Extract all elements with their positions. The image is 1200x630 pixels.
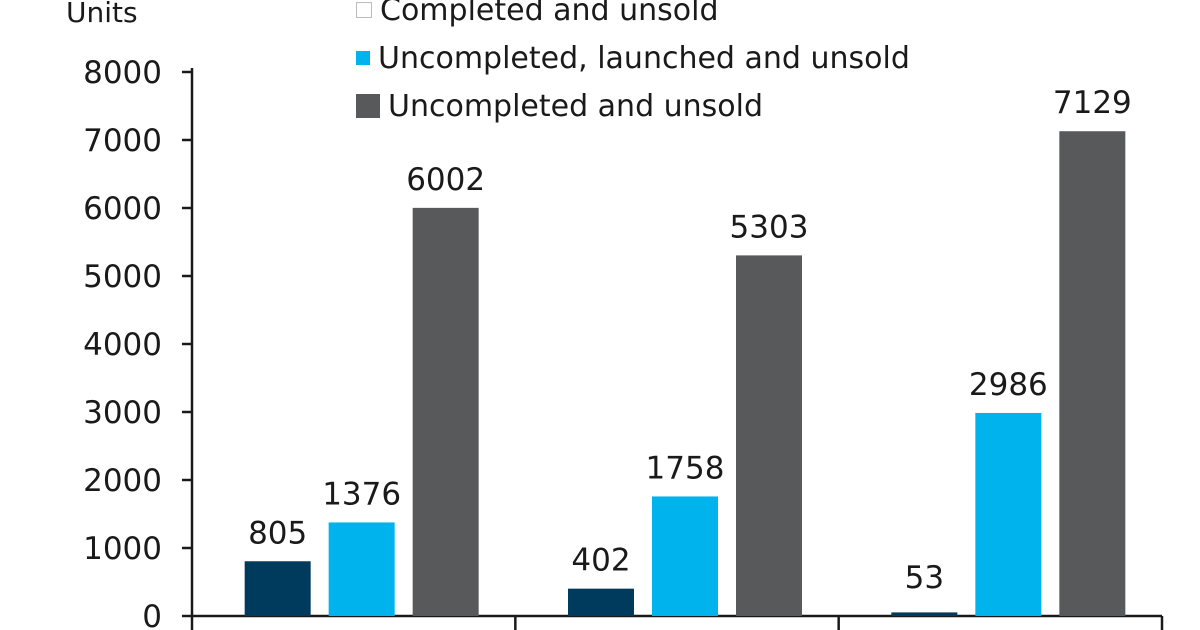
bar-value-label-1-1: 1758	[646, 450, 725, 486]
y-tick-label-5: 5000	[83, 259, 162, 295]
bar-value-label-0-1: 402	[571, 543, 630, 579]
bar-2-2	[1059, 131, 1126, 616]
y-tick-label-0: 0	[142, 599, 162, 630]
bar-1-2	[975, 412, 1042, 616]
y-tick-label-8: 8000	[83, 55, 162, 91]
bar-0-1	[568, 588, 634, 616]
legend-swatch-uncompleted-unsold	[356, 94, 380, 118]
y-tick-label-7: 7000	[83, 123, 162, 159]
legend-label-uncompleted-unsold: Uncompleted and unsold	[388, 88, 764, 124]
bar-0-0	[244, 561, 311, 616]
y-axis-label: Units	[66, 0, 138, 29]
legend-item-uncompleted-unsold: Uncompleted and unsold	[356, 82, 910, 130]
bar-value-label-2-2: 7129	[1053, 85, 1132, 121]
legend-item-launched-unsold: Uncompleted, launched and unsold	[356, 34, 910, 82]
bar-0-2	[891, 612, 958, 616]
y-tick-label-3: 3000	[83, 395, 162, 431]
bar-1-0	[328, 522, 395, 616]
legend-item-completed-unsold: Completed and unsold	[356, 0, 910, 34]
bar-2-1	[736, 255, 802, 616]
bar-1-1	[652, 496, 718, 616]
legend: Completed and unsold Uncompleted, launch…	[356, 0, 910, 130]
y-tick-label-6: 6000	[83, 191, 162, 227]
y-tick-label-1: 1000	[83, 531, 162, 567]
bar-value-label-2-0: 6002	[406, 162, 485, 198]
bar-value-label-1-0: 1376	[322, 476, 401, 512]
legend-swatch-launched-unsold	[356, 51, 370, 65]
y-tick-label-2: 2000	[83, 463, 162, 499]
bar-value-label-1-2: 2986	[969, 367, 1048, 403]
legend-swatch-completed-unsold	[356, 2, 372, 18]
legend-label-launched-unsold: Uncompleted, launched and unsold	[378, 40, 910, 76]
legend-label-completed-unsold: Completed and unsold	[380, 0, 719, 28]
bar-value-label-0-0: 805	[248, 515, 307, 551]
bar-value-label-0-2: 53	[905, 560, 944, 596]
bar-value-label-2-1: 5303	[730, 209, 809, 245]
y-tick-label-4: 4000	[83, 327, 162, 363]
bar-2-0	[412, 207, 479, 616]
